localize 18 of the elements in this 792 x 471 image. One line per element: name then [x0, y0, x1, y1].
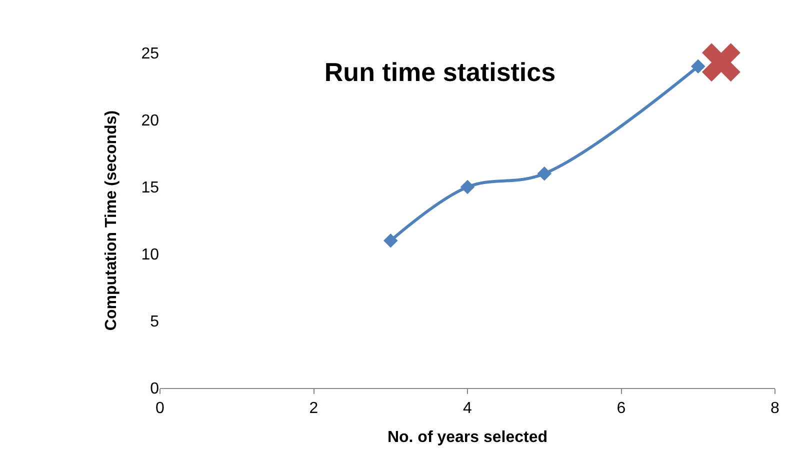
x-tick-label: 4	[463, 400, 472, 418]
y-tick-label: 25	[141, 46, 160, 63]
x-tick-label: 2	[309, 400, 318, 418]
y-tick-label: 20	[141, 112, 160, 130]
point	[383, 233, 398, 248]
chart-title: Run time statistics	[324, 57, 556, 88]
point	[702, 43, 740, 82]
x-tick-label: 8	[770, 400, 780, 418]
x-tick-label: 6	[616, 400, 626, 418]
point	[690, 59, 706, 74]
y-tick-label: 10	[141, 246, 160, 264]
y-tick-label: 15	[141, 180, 160, 197]
point	[460, 180, 475, 194]
y-axis-title: Computation Time (seconds)	[103, 110, 120, 331]
y-tick-label: 0	[150, 380, 160, 398]
x-axis-title: No. of years selected	[387, 428, 548, 446]
point	[537, 166, 552, 181]
y-tick-label: 5	[150, 314, 160, 331]
